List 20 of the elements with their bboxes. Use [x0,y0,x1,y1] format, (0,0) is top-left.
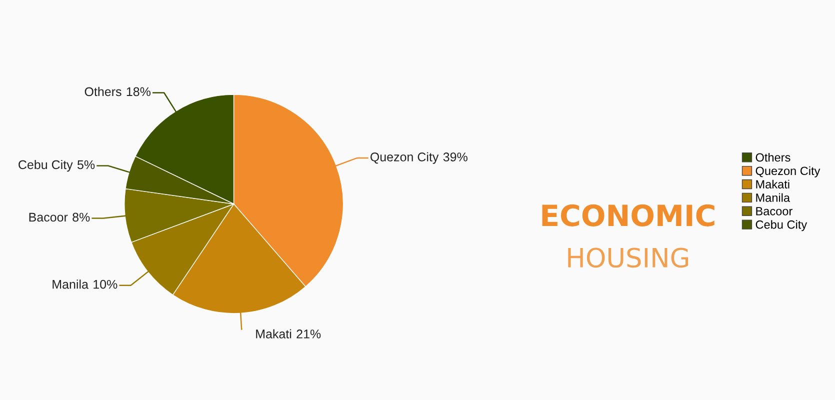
legend-label: Makati [756,180,790,188]
text: HOUSING [568,248,688,268]
text: ECONOMIC [542,204,714,226]
slice-label: Cebu City [18,160,73,172]
slice-label: Quezon City [370,152,439,164]
legend-label: Cebu City [756,220,808,232]
legend-label: Quezon City [756,166,820,178]
data-label: 21% [296,330,321,338]
data-label: 8% [72,212,90,222]
data-label: 18% [126,87,150,96]
legend-label: Manila [756,193,790,202]
slice-label: Bacoor [29,212,68,222]
legend-label: Bacoor [756,207,792,216]
data-label: 5% [78,160,95,170]
data-label: 10% [94,280,118,289]
legend-label: Others [756,152,790,162]
slice-label: Makati [256,329,292,338]
data-label: 39% [443,152,468,162]
slice-label: Manila [52,280,88,289]
slice-label: Others [84,86,122,96]
